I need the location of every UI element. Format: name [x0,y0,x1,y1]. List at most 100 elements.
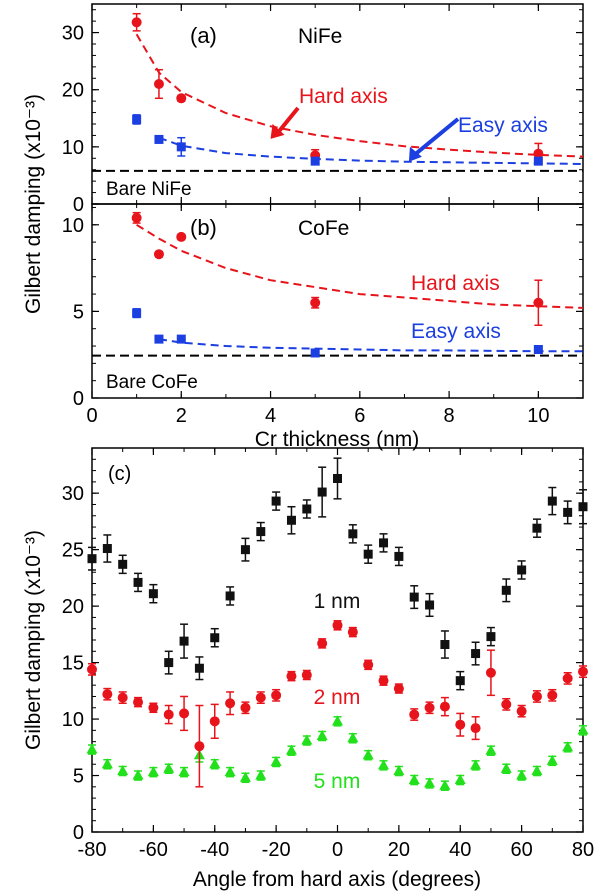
easy-axis-point [154,334,164,344]
series-5nm-label: 5 nm [314,770,361,793]
series-1nm-point [133,577,143,587]
y-tick-label: 30 [62,23,84,45]
series-5nm-point [117,765,129,776]
hard-axis-point [153,79,164,89]
hard-axis-arrowhead [270,123,285,139]
hard-axis-point [533,148,544,159]
easy-axis-point [176,334,186,344]
series-1nm-point [501,585,511,595]
hard-axis-annotation: Hard axis [299,85,388,108]
series-5nm-point [500,762,512,773]
x-tick-label: 4 [265,405,276,427]
x-tick-label: -40 [200,839,229,861]
series-2nm-point [87,664,97,675]
series-2nm-point [409,709,420,720]
panel-b: 0 5 10 0 2 4 6 8 10 Bare CoFe (b) CoFe Hard axis Easy… [62,203,584,451]
series-1nm-point [409,592,419,602]
easy-axis-point [310,348,320,358]
easy-axis-point [533,345,543,354]
series-2nm-label: 2 nm [314,686,361,709]
hard-axis-point [153,249,164,260]
series-5nm-point [516,769,528,780]
y-tick-label: 0 [73,822,84,844]
y-tick-label: 10 [62,709,84,731]
series-5nm-point [101,758,113,769]
series-2nm-point [424,702,435,713]
series-2nm-point [163,709,174,720]
series-2nm-point [255,692,266,703]
easy-axis-point [154,134,164,144]
series-5nm-point [255,769,267,780]
series-1nm-point [563,507,573,517]
series-1nm-point [179,636,189,646]
easy-axis-point [176,142,186,152]
series-2nm-point [148,702,159,713]
panel-label: (a) [190,23,217,48]
series-2nm-point [393,683,404,694]
series-5nm-point [577,724,589,735]
series-2nm-point [179,708,190,719]
easy-axis-annotation: Easy axis [411,320,501,343]
x-tick-label: 40 [449,839,471,861]
easy-axis-point [132,308,142,318]
series-2nm-point [332,620,343,631]
hard-axis-fit [135,33,584,158]
series-1nm-point [87,554,97,564]
series-5nm-point [285,744,297,755]
y-tick-label: 10 [62,215,84,237]
hard-axis-point [533,297,544,308]
series-5nm-point [332,715,343,726]
y-tick-label: 0 [73,194,84,216]
series-1nm-point [286,515,296,525]
easy-axis-arrow [414,117,460,156]
series-2nm-point [209,716,220,727]
series-1nm-point [425,600,435,610]
series-1nm-point [333,473,342,483]
series-2nm-point [501,699,512,710]
series-5nm-point [270,755,282,766]
series-2nm-point [516,706,527,717]
series-2nm-point [194,741,205,752]
y-tick-label: 15 [62,653,84,675]
series-1nm-point [317,487,327,497]
x-tick-label: -80 [78,839,107,861]
series-2nm-point [102,689,113,700]
easy-axis-fit [158,136,584,165]
series-5nm-point [362,749,374,760]
series-2nm-point [470,723,481,734]
series-2nm-point [117,692,128,703]
series-5nm-point [439,779,451,790]
series-2nm-point [378,675,389,686]
series-1nm-point [302,504,312,514]
series-1nm-point [379,538,389,548]
series-5nm-point [209,758,221,769]
series-5nm-point [531,765,543,776]
easy-axis-point [132,114,142,124]
series-5nm-point [393,765,405,776]
series-5nm-point [454,774,466,785]
panel-a: 0 10 20 30 Bare NiFe (a) NiFe Hard axis Easy axi… [62,3,584,216]
series-1nm-point [225,591,235,601]
series-2nm-point [485,667,496,678]
series-1nm-point [271,496,281,506]
series-2nm-point [271,690,282,701]
series-5nm-point [408,774,420,785]
easy-axis-point [533,156,543,166]
y-tick-label: 10 [62,137,84,159]
series-1nm-point [532,523,542,533]
x-tick-label: -20 [262,839,291,861]
easy-axis-arrowhead [408,146,422,162]
series-1nm-point [256,527,266,537]
x-tick-label: 6 [354,405,365,427]
series-2nm-point [225,698,236,709]
x-tick-label: 20 [388,839,410,861]
series-1nm-point [102,544,112,554]
easy-axis-annotation: Easy axis [458,114,548,137]
series-1nm-point [440,640,450,650]
panel-label: (c) [108,463,131,485]
y-tick-label: 5 [73,301,84,323]
series-2nm-point [531,691,542,702]
y-tick-label: 20 [62,80,84,102]
x-tick-label: 8 [444,405,455,427]
series-2nm-point [562,673,573,684]
